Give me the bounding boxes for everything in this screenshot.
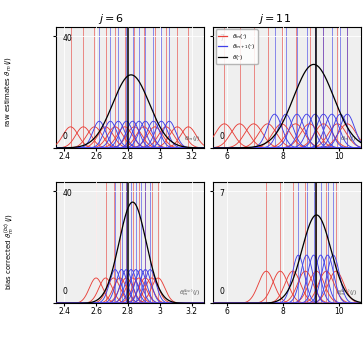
Text: 40: 40 bbox=[62, 189, 72, 198]
Text: 40: 40 bbox=[62, 34, 72, 43]
Text: 0: 0 bbox=[219, 132, 224, 141]
Text: 7: 7 bbox=[219, 34, 224, 43]
Text: $\vartheta_m(j)$: $\vartheta_m(j)$ bbox=[340, 134, 357, 143]
Text: $\vartheta_m(j)$: $\vartheta_m(j)$ bbox=[184, 134, 200, 143]
Text: raw estimates $\vartheta_m\,(j)$: raw estimates $\vartheta_m\,(j)$ bbox=[3, 56, 13, 128]
Text: 7: 7 bbox=[219, 189, 224, 198]
Text: 0: 0 bbox=[219, 287, 224, 296]
Text: $\vartheta_m^{(bc)}(j)$: $\vartheta_m^{(bc)}(j)$ bbox=[336, 288, 357, 299]
Text: bias corrected $\vartheta_m^{(bc)}\,(j)$: bias corrected $\vartheta_m^{(bc)}\,(j)$ bbox=[3, 213, 16, 290]
Text: 0: 0 bbox=[62, 132, 67, 141]
Text: $j = 11$: $j = 11$ bbox=[257, 12, 291, 26]
Text: 0: 0 bbox=[62, 287, 67, 296]
Text: $\vartheta_m^{(bc)}(j)$: $\vartheta_m^{(bc)}(j)$ bbox=[179, 288, 200, 299]
Legend: $\vartheta_m(\cdot)$, $\vartheta_{m+1}(\cdot)$, $\vartheta(\cdot)$: $\vartheta_m(\cdot)$, $\vartheta_{m+1}(\… bbox=[216, 30, 258, 64]
Text: $j = 6$: $j = 6$ bbox=[98, 12, 124, 26]
